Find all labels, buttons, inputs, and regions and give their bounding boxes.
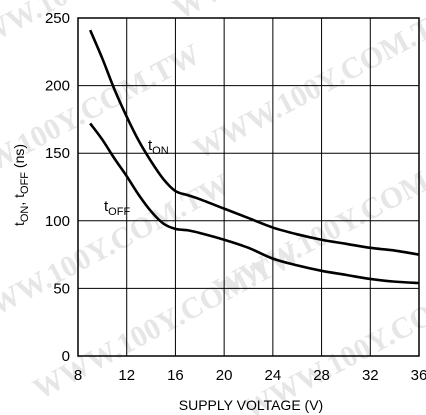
x-tick-label: 20	[216, 367, 233, 384]
x-tick-label: 36	[411, 367, 426, 384]
x-tick-label: 32	[362, 367, 379, 384]
y-tick-labels: 0 50 100 150 200 250	[45, 10, 70, 365]
y-axis-title: tON, tOFF (ns)	[11, 144, 31, 226]
series-line-ton	[88, 29, 420, 256]
x-axis-title: SUPPLY VOLTAGE (V)	[179, 397, 323, 413]
x-tick-label: 24	[265, 367, 282, 384]
watermark-text: WWW.100Y.COM.TW	[168, 0, 426, 26]
series-label-ton: tON	[148, 137, 169, 157]
x-tick-label: 16	[167, 367, 184, 384]
x-tick-label: 12	[118, 367, 135, 384]
series-line-toff	[89, 122, 420, 285]
x-tick-label: 8	[74, 367, 82, 384]
watermark-text: WWW.100Y.COM.TW	[188, 0, 426, 166]
series-label-toff: tOFF	[104, 198, 130, 218]
x-tick-labels: 8 12 16 20 24 28 32 36	[74, 367, 426, 384]
y-tick-label: 100	[45, 213, 70, 230]
plot-frame	[77, 17, 420, 357]
y-tick-label: 0	[62, 348, 70, 365]
x-tick-label: 28	[313, 367, 330, 384]
series-layer	[88, 29, 420, 285]
y-tick-label: 150	[45, 145, 70, 162]
y-tick-label: 50	[53, 280, 70, 297]
y-tick-label: 200	[45, 78, 70, 95]
y-tick-label: 250	[45, 10, 70, 27]
